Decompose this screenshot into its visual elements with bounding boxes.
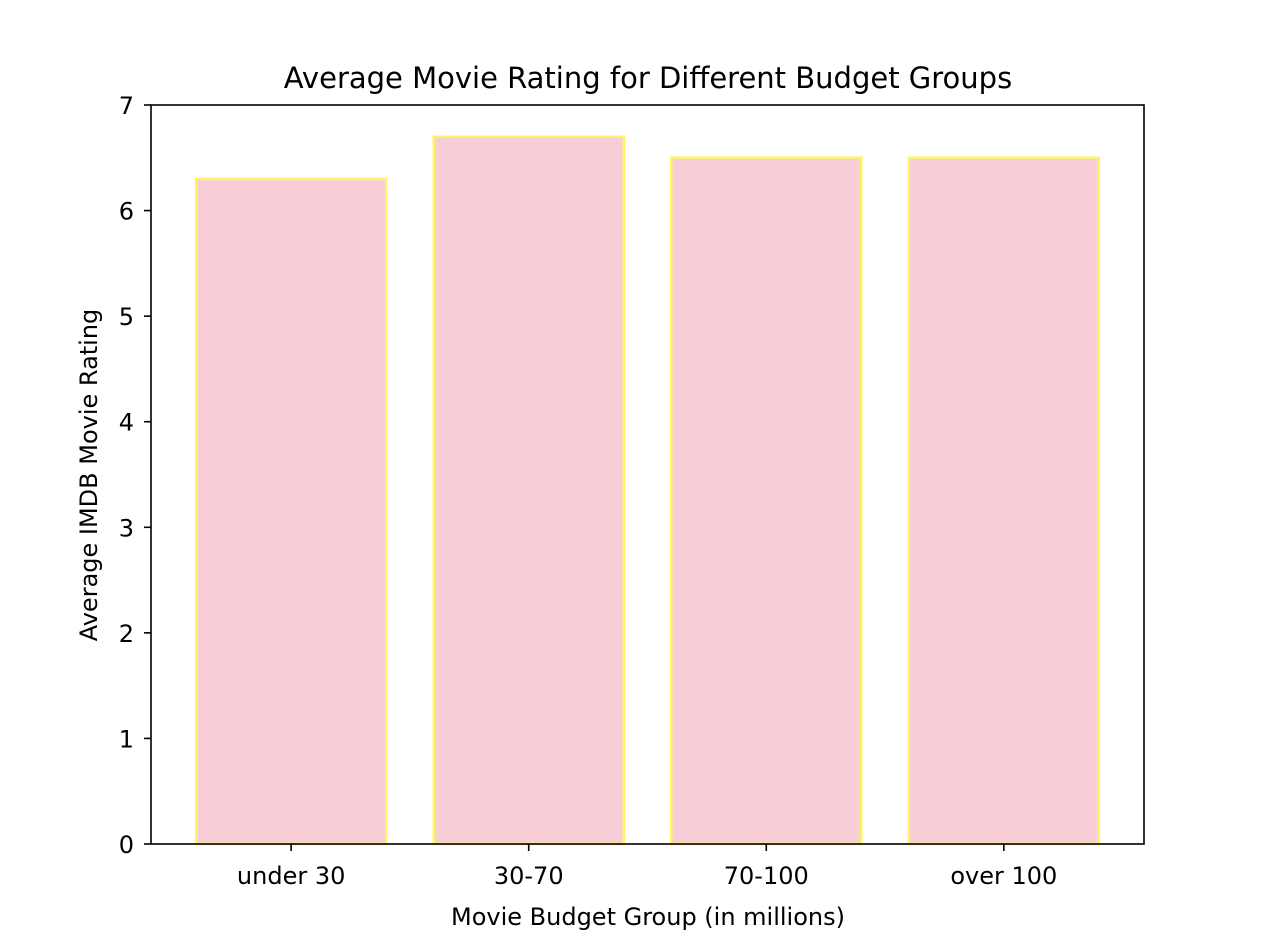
- y-tick-label: 5: [119, 303, 134, 331]
- bar-under-30: [194, 177, 388, 846]
- y-tick-label: 2: [119, 620, 134, 648]
- x-tick-label: 30-70: [494, 862, 564, 890]
- bar-over-100: [907, 156, 1101, 846]
- x-axis-label: Movie Budget Group (in millions): [451, 903, 845, 931]
- y-axis-label: Average IMDB Movie Rating: [75, 309, 103, 642]
- bars-group: [194, 135, 1101, 846]
- x-tick-label: 70-100: [724, 862, 809, 890]
- x-axis-ticks: under 30 30-70 70-100 over 100: [237, 844, 1057, 890]
- y-tick-label: 7: [119, 92, 134, 120]
- chart-title: Average Movie Rating for Different Budge…: [284, 61, 1012, 95]
- x-tick-label: under 30: [237, 862, 345, 890]
- x-tick-label: over 100: [950, 862, 1057, 890]
- y-tick-label: 0: [119, 831, 134, 859]
- y-tick-label: 3: [119, 514, 134, 542]
- plot-frame: [150, 104, 1145, 845]
- bar-30-70: [432, 135, 625, 846]
- y-tick-label: 6: [119, 198, 134, 226]
- y-tick-label: 4: [119, 409, 134, 437]
- bar-70-100: [670, 156, 863, 846]
- y-tick-label: 1: [119, 725, 134, 753]
- y-axis-ticks: 0 1 2 3 4 5 6 7: [119, 92, 151, 859]
